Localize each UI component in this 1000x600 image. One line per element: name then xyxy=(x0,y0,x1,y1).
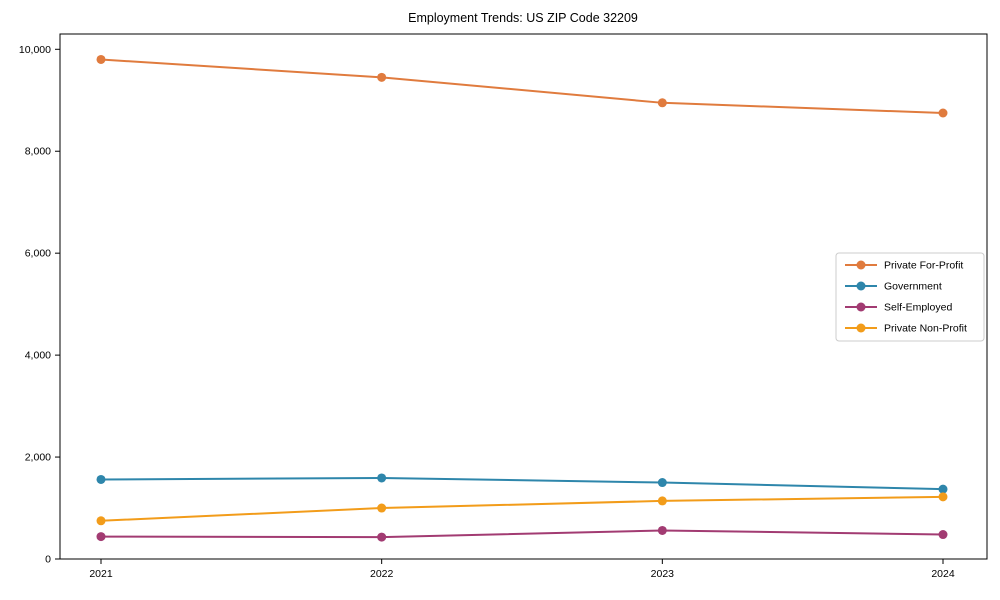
data-point-marker xyxy=(377,503,387,513)
data-point-marker xyxy=(657,98,667,108)
legend-swatch-marker xyxy=(856,281,866,291)
legend-box xyxy=(835,252,985,342)
data-point-marker xyxy=(377,473,387,483)
legend-swatch-marker xyxy=(856,302,866,312)
data-point-marker xyxy=(938,484,948,494)
data-point-marker xyxy=(377,72,387,82)
data-point-marker xyxy=(938,108,948,118)
legend-label: Self-Employed xyxy=(884,302,952,314)
y-tick-label: 8,000 xyxy=(25,146,51,158)
data-point-marker xyxy=(938,530,948,540)
data-point-marker xyxy=(657,525,667,535)
y-tick-label: 4,000 xyxy=(25,350,51,362)
x-tick-label: 2024 xyxy=(931,568,955,580)
data-point-marker xyxy=(377,532,387,542)
legend-swatch-marker xyxy=(856,323,866,333)
series-line-2 xyxy=(100,529,944,539)
chart-title: Employment Trends: US ZIP Code 32209 xyxy=(408,11,638,25)
legend-label: Private For-Profit xyxy=(884,260,963,272)
y-tick-label: 6,000 xyxy=(25,248,51,260)
y-tick-label: 10,000 xyxy=(19,44,51,56)
data-point-marker xyxy=(96,474,106,484)
legend-label: Government xyxy=(884,281,942,293)
data-point-marker xyxy=(96,54,106,64)
x-tick-label: 2022 xyxy=(370,568,394,580)
data-point-marker xyxy=(657,496,667,506)
legend-swatch-marker xyxy=(856,260,866,270)
x-tick-label: 2023 xyxy=(651,568,675,580)
data-point-marker xyxy=(657,478,667,488)
plot-frame xyxy=(59,33,988,560)
y-tick-label: 2,000 xyxy=(25,452,51,464)
y-tick-label: 0 xyxy=(45,554,51,566)
legend-label: Private Non-Profit xyxy=(884,323,967,335)
series-line-3 xyxy=(100,495,944,522)
series-line-0 xyxy=(100,58,944,115)
series-line-1 xyxy=(100,476,944,491)
data-point-marker xyxy=(96,516,106,526)
data-point-marker xyxy=(96,532,106,542)
data-point-marker xyxy=(938,492,948,502)
x-tick-label: 2021 xyxy=(89,568,113,580)
